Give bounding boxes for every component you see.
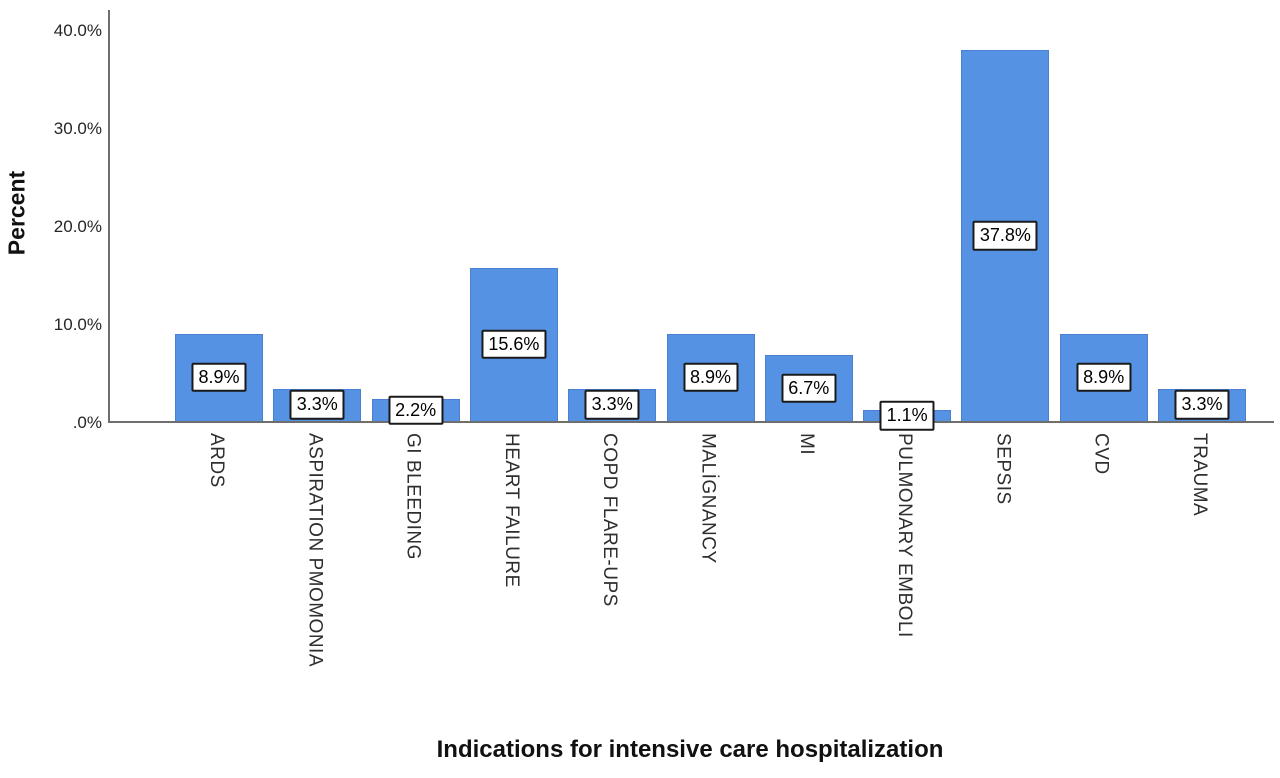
y-axis-tick-label: .0% xyxy=(72,413,102,432)
bar-value-label: 3.3% xyxy=(584,390,640,420)
x-category-label: SEPSIS xyxy=(992,433,1014,505)
y-axis-tick-label: 20.0% xyxy=(53,216,102,236)
bar-value-label: 8.9% xyxy=(682,362,739,393)
x-category-label: ARDS xyxy=(206,433,227,488)
y-axis-tick-label: 10.0% xyxy=(53,314,102,334)
x-category-label: HEART FAILURE xyxy=(500,433,522,588)
x-category-label: PULMONARY EMBOLI xyxy=(894,433,916,638)
x-category-label: MI xyxy=(795,433,817,456)
bar-value-label: 37.8% xyxy=(972,220,1038,251)
bar-value-label: 1.1% xyxy=(879,400,935,431)
bar-value-label: 8.9% xyxy=(1076,362,1132,393)
x-category-label: COPD FLARE-UPS xyxy=(599,433,621,607)
x-category-label: GI BLEEDING xyxy=(402,433,424,560)
x-axis-title: Indications for intensive care hospitali… xyxy=(436,736,944,763)
y-axis-title: Percent xyxy=(3,170,30,256)
bar-value-label: 8.9% xyxy=(191,362,247,393)
bar-value-label: 15.6% xyxy=(481,329,547,360)
bar-value-label: 6.7% xyxy=(781,373,837,403)
x-category-label: ASPIRATION PMOMONIA xyxy=(304,433,326,668)
bar-value-label: 2.2% xyxy=(388,395,444,425)
bar-value-label: 3.3% xyxy=(1174,390,1230,420)
bar-value-label: 3.3% xyxy=(289,390,345,420)
plot-area: 40.0% 30.0% 20.0% 10.0% .0% 8.9% ARDS 3.3% ASPIR… xyxy=(54,10,1274,667)
y-axis-tick-label: 40.0% xyxy=(53,20,102,40)
x-category-label: MALİGNANCY xyxy=(697,433,719,564)
x-category-label: CVD xyxy=(1090,433,1112,475)
y-axis-tick-label: 30.0% xyxy=(53,118,102,138)
x-category-label: TRAUMA xyxy=(1189,433,1210,517)
